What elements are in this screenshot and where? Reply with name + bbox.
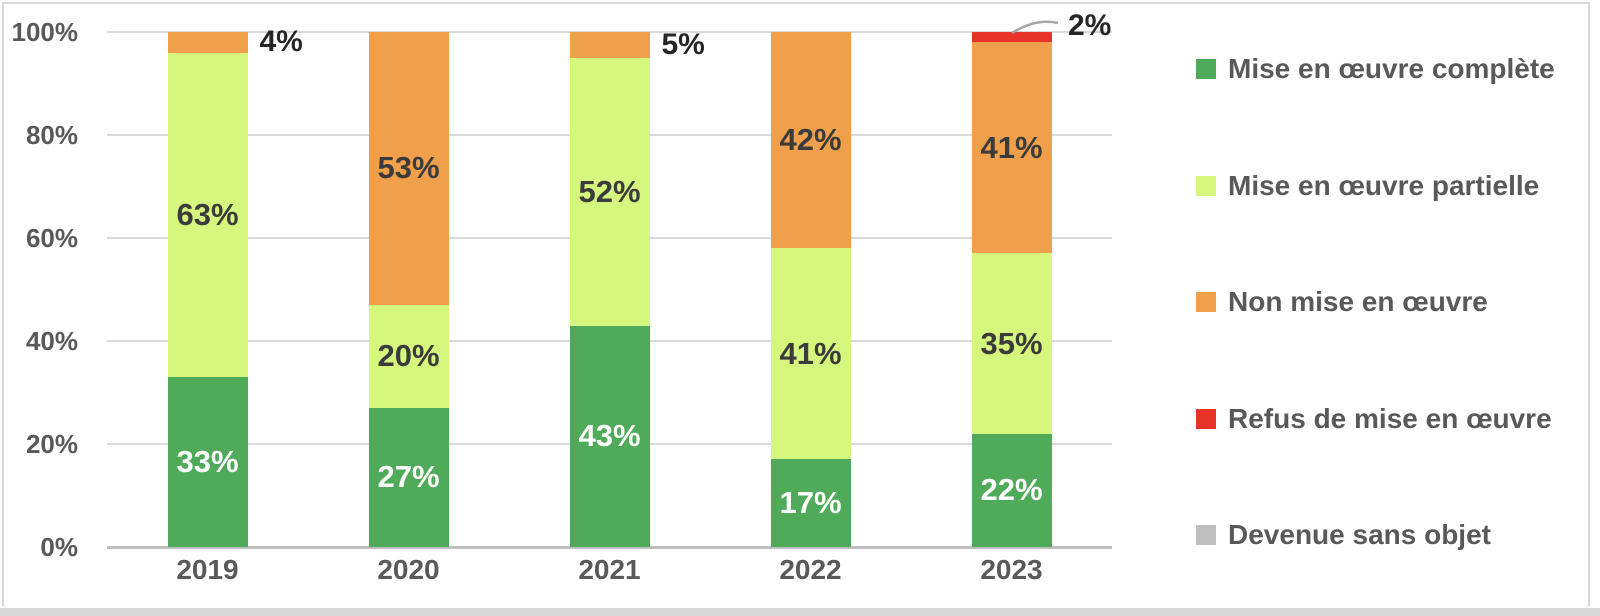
x-axis-baseline xyxy=(107,546,1112,549)
legend-item-partielle: Mise en œuvre partielle xyxy=(1196,171,1592,201)
bar-segment-2023-complete xyxy=(971,433,1052,547)
bar-value-label-2020-non-mise: 53% xyxy=(377,150,440,186)
y-tick-label: 60% xyxy=(25,223,78,253)
legend-swatch-sans-objet xyxy=(1196,525,1216,545)
legend-swatch-refus xyxy=(1196,409,1216,429)
legend-label-refus: Refus de mise en œuvre xyxy=(1228,403,1552,434)
bar-segment-2020-partielle xyxy=(368,304,449,408)
legend-label-partielle: Mise en œuvre partielle xyxy=(1228,170,1540,201)
outside-value-label-2019-non-mise: 4% xyxy=(259,25,303,59)
bar-value-label-2022-complete: 17% xyxy=(779,485,842,521)
bar-value-label-2022-non-mise: 42% xyxy=(779,122,842,158)
bar-segment-2020-non-mise xyxy=(368,32,449,305)
bar-value-label-2021-partielle: 52% xyxy=(578,173,641,209)
legend-item-refus: Refus de mise en œuvre xyxy=(1196,404,1592,434)
chart-frame xyxy=(2,2,1590,606)
y-tick-label: 20% xyxy=(25,429,78,459)
legend-label-non-mise: Non mise en œuvre xyxy=(1228,286,1488,317)
legend-item-complete: Mise en œuvre complète xyxy=(1196,54,1592,84)
bar-segment-2023-refus xyxy=(971,32,1052,43)
bar-value-label-2022-partielle: 41% xyxy=(779,335,842,371)
outside-value-label-2021-non-mise: 5% xyxy=(661,27,705,61)
bottom-strip xyxy=(0,608,1600,616)
y-tick-label: 80% xyxy=(25,120,78,150)
bar-segment-2019-partielle xyxy=(167,52,248,378)
bar-segment-2019-complete xyxy=(167,377,248,547)
bar-value-label-2020-partielle: 20% xyxy=(377,338,440,374)
bar-value-label-2023-partielle: 35% xyxy=(980,325,1043,361)
legend-swatch-partielle xyxy=(1196,176,1216,196)
y-tick-label: 100% xyxy=(11,17,79,47)
bar-segment-2022-partielle xyxy=(770,248,851,460)
bar-value-label-2023-complete: 22% xyxy=(980,472,1043,508)
bar-value-label-2020-complete: 27% xyxy=(377,459,440,495)
callout-value-label-2023-refus: 2% xyxy=(1068,9,1112,42)
bar-segment-2019-non-mise xyxy=(167,32,248,53)
x-category-label-2023: 2023 xyxy=(980,554,1043,585)
x-category-label-2019: 2019 xyxy=(176,554,239,585)
legend-item-non-mise: Non mise en œuvre xyxy=(1196,287,1592,317)
y-tick-label: 0% xyxy=(40,532,78,562)
bar-segment-2020-complete xyxy=(368,407,449,547)
bar-value-label-2019-complete: 33% xyxy=(176,444,239,480)
bar-value-label-2021-complete: 43% xyxy=(578,418,641,454)
bar-segment-2021-partielle xyxy=(569,57,650,326)
bar-segment-2021-complete xyxy=(569,325,650,547)
legend-item-sans-objet: Devenue sans objet xyxy=(1196,520,1592,550)
bar-segment-2021-non-mise xyxy=(569,32,650,58)
bar-segment-2022-non-mise xyxy=(770,32,851,249)
bar-segment-2022-complete xyxy=(770,459,851,547)
legend-label-complete: Mise en œuvre complète xyxy=(1228,53,1555,84)
bar-segment-2023-non-mise xyxy=(971,42,1052,254)
bar-value-label-2023-non-mise: 41% xyxy=(980,129,1043,165)
legend-swatch-complete xyxy=(1196,59,1216,79)
bar-segment-2023-partielle xyxy=(971,253,1052,434)
x-category-label-2020: 2020 xyxy=(377,554,440,585)
bar-value-label-2019-partielle: 63% xyxy=(176,196,239,232)
x-category-label-2021: 2021 xyxy=(578,554,641,585)
x-category-label-2022: 2022 xyxy=(779,554,842,585)
y-tick-label: 40% xyxy=(25,326,78,356)
legend-label-sans-objet: Devenue sans objet xyxy=(1228,519,1491,550)
legend-swatch-non-mise xyxy=(1196,292,1216,312)
